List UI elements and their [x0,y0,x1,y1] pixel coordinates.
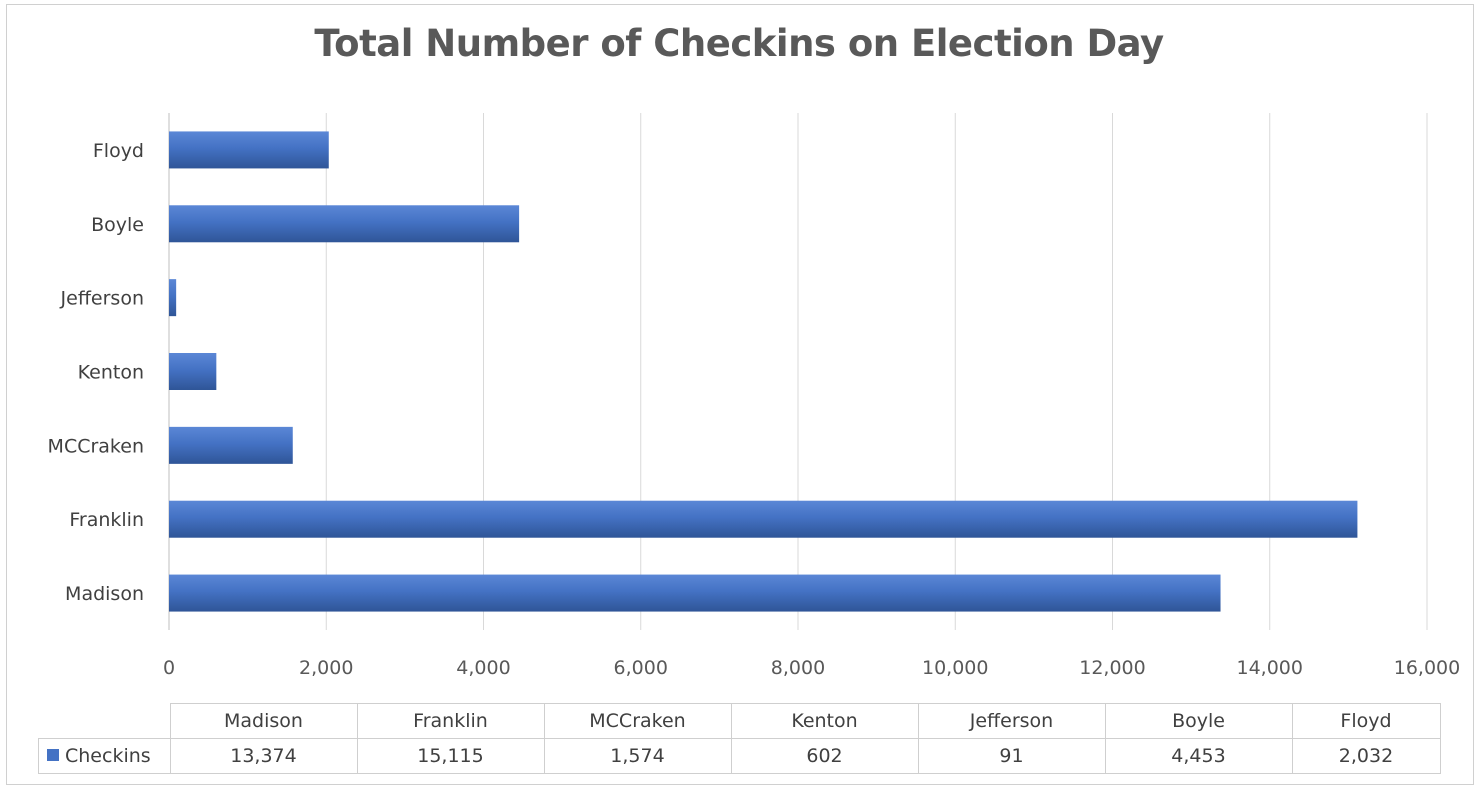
data-table-header-floyd: Floyd [1291,703,1441,739]
data-table-corner [38,703,171,739]
data-table-header-mccraken: MCCraken [543,703,732,739]
x-tick-label: 16,000 [1394,657,1460,679]
x-tick-label: 12,000 [1079,657,1145,679]
x-tick-label: 4,000 [456,657,510,679]
plot-area: Madison Franklin MCCraken Kenton Jefferson Bo… [48,113,1460,679]
data-table-value-boyle: 4,453 [1104,738,1293,774]
data-table-header-madison: Madison [169,703,358,739]
data-table-header-franklin: Franklin [356,703,545,739]
category-label-mccraken: MCCraken [48,435,144,457]
data-table-series-label: Checkins [38,738,171,774]
category-label-jefferson: Jefferson [60,288,144,310]
legend-key [47,748,59,761]
category-label-boyle: Boyle [91,214,144,236]
category-labels: Madison Franklin MCCraken Kenton Jefferson Bo… [48,140,144,605]
bar-kenton [169,353,217,390]
category-label-kenton: Kenton [78,362,144,384]
bar-franklin [169,500,1358,538]
category-label-franklin: Franklin [69,509,144,531]
data-table-header-jefferson: Jefferson [917,703,1106,739]
data-table-value-jefferson: 91 [917,738,1106,774]
legend-label: Checkins [65,745,151,767]
x-tick-label: 8,000 [771,657,825,679]
data-table-value-floyd: 2,032 [1291,738,1441,774]
data-table-value-madison: 13,374 [169,738,358,774]
x-tick-label: 14,000 [1237,657,1303,679]
bar-madison [169,574,1221,612]
x-tick-label: 2,000 [299,657,353,679]
chart-title: Total Number of Checkins on Election Day [314,22,1164,65]
bar-floyd [169,131,329,169]
category-label-floyd: Floyd [93,140,144,162]
data-table-value-kenton: 602 [730,738,919,774]
data-table-value-franklin: 15,115 [356,738,545,774]
data-table: Madison Franklin MCCraken Kenton Jefferson Bo… [38,703,1441,774]
data-table-value-mccraken: 1,574 [543,738,732,774]
bar-mccraken [169,426,293,464]
x-tick-label: 10,000 [922,657,988,679]
data-table-value-row: Checkins 13,374 15,115 1,574 602 91 4,453 2,032 [38,738,1441,774]
data-table-header-row: Madison Franklin MCCraken Kenton Jefferson Bo… [38,703,1441,739]
bar-boyle [169,205,520,243]
x-tick-label: 6,000 [614,657,668,679]
x-tick-label: 0 [163,657,175,679]
bar-jefferson [169,279,177,317]
data-table-header-boyle: Boyle [1104,703,1293,739]
x-tick-labels: 0 2,000 4,000 6,000 8,000 10,000 12,000 14,000 1… [163,657,1460,679]
gridlines [168,113,1428,630]
category-label-madison: Madison [65,583,144,605]
bars [169,131,1358,612]
data-table-header-kenton: Kenton [730,703,919,739]
